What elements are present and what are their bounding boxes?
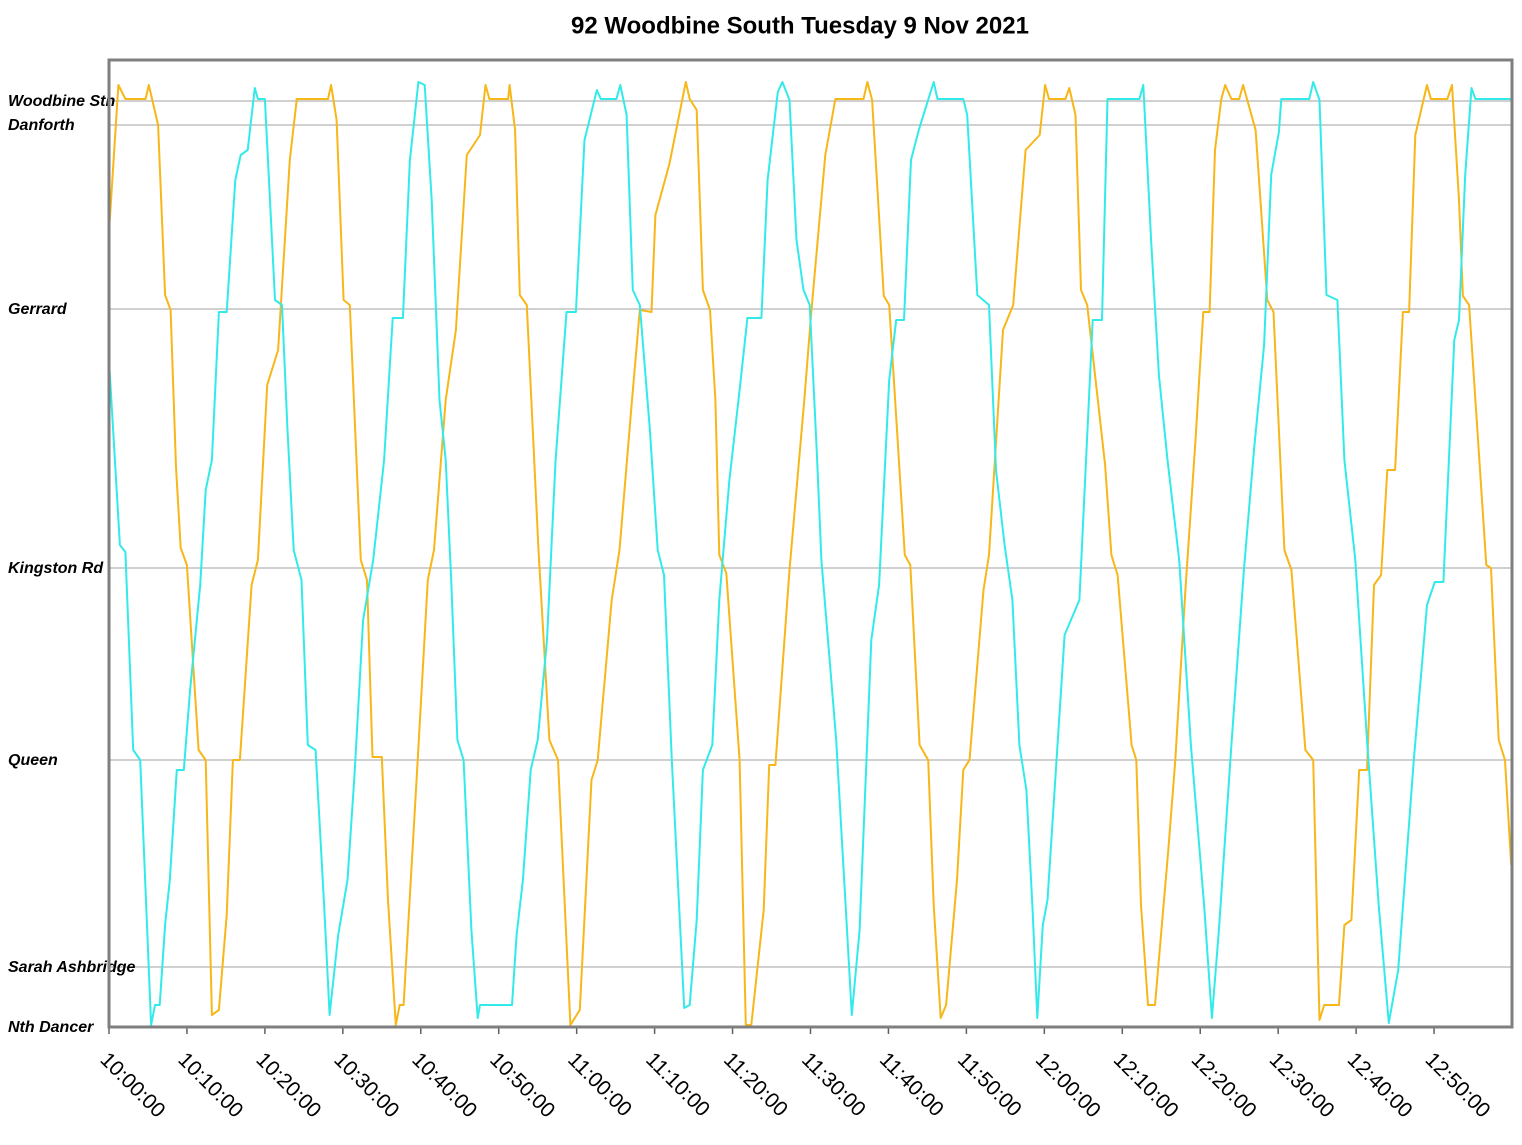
x-tick-label: 11:40:00 [875, 1048, 948, 1121]
plot-area [109, 60, 1512, 1027]
y-tick-label: Danforth [8, 117, 75, 134]
x-tick-label: 10:00:00 [96, 1048, 170, 1122]
chart-title: 92 Woodbine South Tuesday 9 Nov 2021 [571, 12, 1029, 39]
x-tick-label: 12:20:00 [1187, 1048, 1261, 1122]
x-tick-label: 12:30:00 [1265, 1048, 1339, 1122]
y-tick-label: Queen [8, 752, 58, 769]
x-tick-label: 10:40:00 [407, 1048, 481, 1122]
y-tick-label: Nth Dancer [8, 1019, 94, 1036]
x-tick-label: 12:50:00 [1421, 1048, 1495, 1122]
x-tick-label: 10:10:00 [173, 1048, 247, 1122]
x-tick-label: 10:50:00 [485, 1048, 559, 1122]
y-tick-label: Sarah Ashbridge [8, 959, 136, 976]
x-tick-label: 12:40:00 [1343, 1048, 1417, 1122]
y-tick-label: Kingston Rd [8, 560, 104, 577]
y-tick-label: Woodbine Stn [8, 93, 115, 110]
x-tick-label: 10:30:00 [329, 1048, 403, 1122]
plot-border [107, 58, 1514, 1029]
x-tick-label: 11:50:00 [953, 1048, 1026, 1121]
x-tick-label: 11:20:00 [719, 1048, 792, 1121]
x-tick-label: 12:00:00 [1031, 1048, 1105, 1122]
x-tick-label: 11:10:00 [641, 1048, 714, 1121]
series-line [108, 81, 1513, 1026]
x-tick-label: 11:30:00 [797, 1048, 870, 1121]
x-tick-label: 10:20:00 [251, 1048, 325, 1122]
y-tick-label: Gerrard [8, 301, 68, 318]
x-tick-label: 12:10:00 [1109, 1048, 1183, 1122]
x-tick-label: 11:00:00 [563, 1048, 636, 1121]
series-line [108, 81, 1512, 1026]
